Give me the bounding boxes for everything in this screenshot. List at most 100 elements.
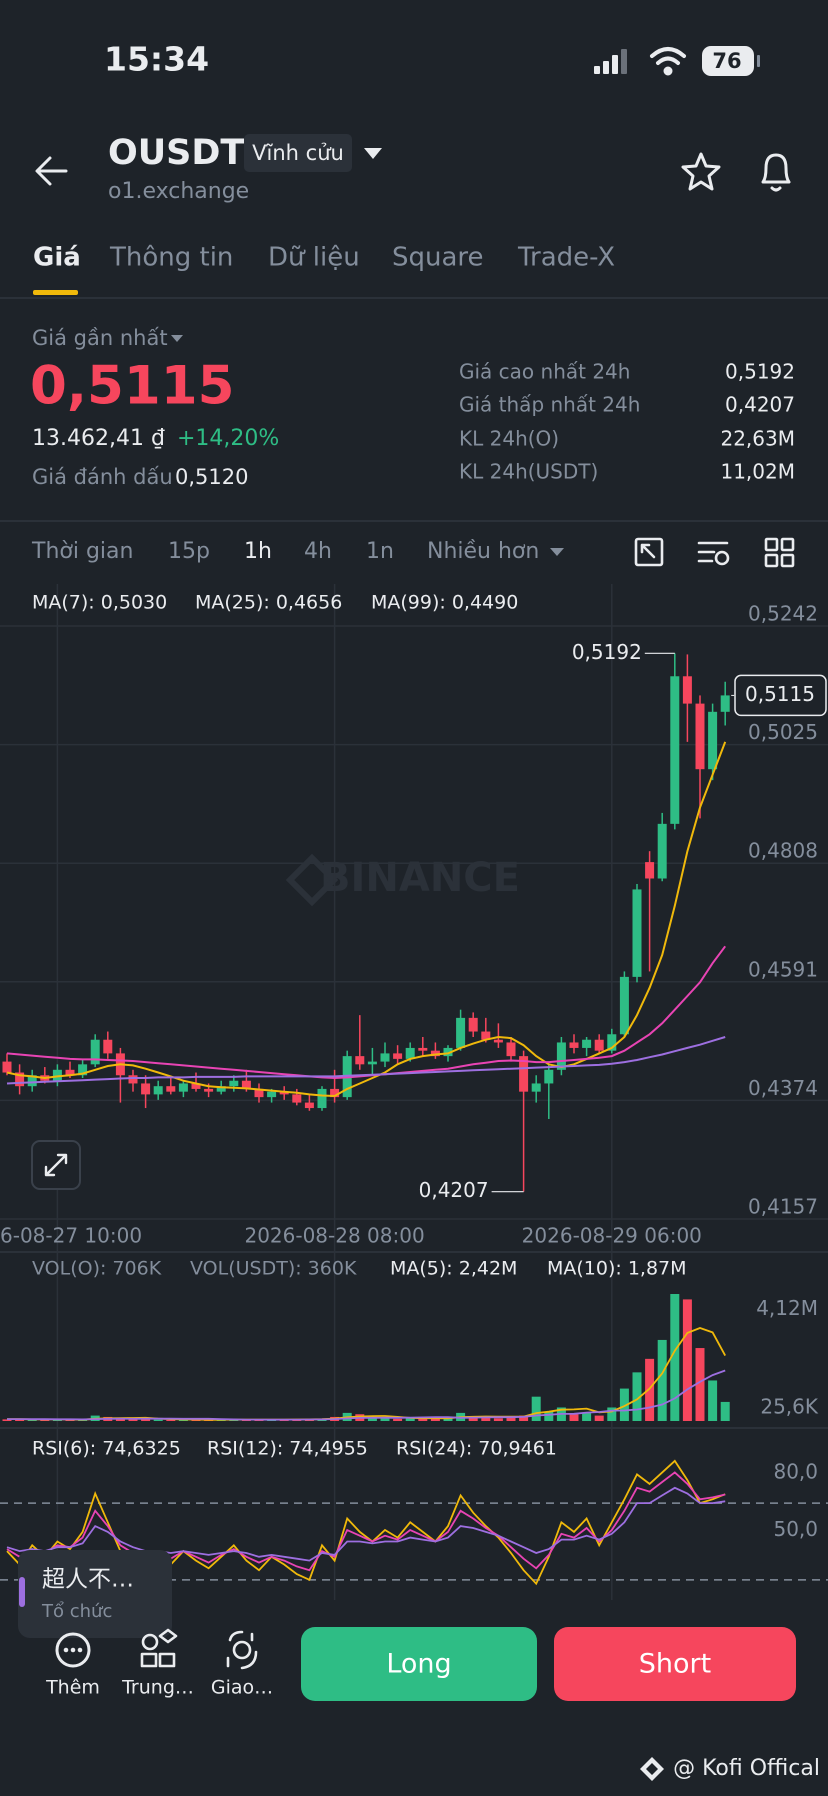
candle-body (657, 823, 667, 879)
mark-price-label: Giá đánh dấu (32, 465, 173, 489)
candle-body (128, 1075, 138, 1084)
volume-bar (594, 1415, 604, 1421)
candle-body (506, 1042, 516, 1057)
candle-body (645, 862, 655, 879)
volume-bar (645, 1358, 655, 1421)
volume-bar (493, 1418, 503, 1421)
short-button[interactable] (554, 1627, 796, 1701)
volume-bar (531, 1396, 541, 1421)
candle-body (229, 1080, 239, 1087)
back-button[interactable] (35, 156, 68, 186)
fullscreen-icon[interactable] (44, 1153, 68, 1177)
volume-bar (40, 1419, 50, 1421)
candle-body (456, 1017, 466, 1048)
volume-bar (115, 1418, 125, 1421)
ma-legend: MA(7): 0,5030 (32, 592, 167, 614)
candle-body (166, 1086, 176, 1092)
interval[interactable]: Nhiều hơn (427, 539, 539, 564)
caret[interactable] (171, 335, 183, 342)
chart-tool-icons[interactable] (634, 537, 795, 568)
toast-subtitle: Tổ chức (41, 1601, 112, 1622)
volume-bar (468, 1416, 478, 1421)
volume-bar (582, 1412, 592, 1421)
candle-body (90, 1039, 100, 1065)
interval[interactable]: 15p (168, 539, 210, 564)
candle-body (582, 1039, 592, 1048)
volume-tick-label: 25,6K (760, 1395, 819, 1419)
volume-bar (506, 1416, 516, 1421)
x-tick-label: 2026-08-29 06:00 (522, 1224, 702, 1248)
trade-icon[interactable] (226, 1630, 258, 1670)
annotation-label: 0,4207 (419, 1178, 489, 1202)
tab[interactable]: Dữ liệu (268, 243, 360, 273)
long-label[interactable]: Long (386, 1649, 451, 1680)
y-tick-label: 0,4374 (748, 1076, 818, 1100)
candle-body (493, 1039, 503, 1043)
candle-body (153, 1086, 163, 1095)
rsi-legend: RSI(6): 74,6325 (32, 1438, 181, 1460)
nav-label[interactable]: Trung… (121, 1677, 194, 1699)
volume-bar (607, 1407, 617, 1421)
tab[interactable]: Trade-X (517, 243, 615, 273)
nav-label[interactable]: Thêm (45, 1677, 100, 1699)
rsi-legend: RSI(24): 70,9461 (396, 1438, 557, 1460)
watermark-logo (640, 1757, 664, 1781)
volume-bar (708, 1380, 718, 1421)
center-icon[interactable] (140, 1628, 178, 1668)
stat-label: KL 24h(USDT) (459, 460, 598, 484)
volume-bar (166, 1419, 176, 1421)
candle-body (607, 1034, 617, 1051)
long-button[interactable] (301, 1627, 537, 1701)
candle-body (443, 1047, 453, 1057)
interval[interactable]: 4h (304, 539, 332, 564)
candle-body (216, 1086, 226, 1092)
volume-bar (682, 1299, 692, 1421)
short-label[interactable]: Short (639, 1649, 711, 1680)
candle-body (267, 1091, 277, 1098)
volume-ma-legend: MA(10): 1,87M (547, 1258, 687, 1280)
volume-bar (657, 1339, 667, 1421)
favorite-button[interactable] (681, 152, 721, 191)
badge-bg[interactable] (244, 134, 352, 172)
candle-body (254, 1088, 264, 1098)
tab-indicator (33, 290, 78, 295)
x-tick-label: 6-08-27 10:00 (0, 1224, 142, 1248)
x-tick-label: 2026-08-28 08:00 (244, 1224, 424, 1248)
interval[interactable]: 1n (366, 539, 394, 564)
candle-body (405, 1047, 415, 1059)
stat-label: Giá thấp nhất 24h (459, 393, 640, 417)
stat-value: 22,63M (720, 427, 795, 451)
toast-title[interactable]: 超人不… (42, 1567, 134, 1593)
y-tick-label: 0,4591 (748, 957, 818, 981)
more-dots[interactable] (63, 1647, 83, 1653)
status-time: 15:34 (104, 40, 209, 79)
nav-label[interactable]: Giao… (211, 1677, 273, 1699)
divider (0, 297, 828, 299)
tab[interactable]: Square (392, 243, 484, 273)
volume-bar (632, 1372, 642, 1421)
ma-legend: MA(99): 0,4490 (371, 592, 518, 614)
alert-button[interactable] (761, 153, 791, 192)
candle-body (594, 1039, 604, 1051)
candle-body (418, 1047, 428, 1051)
tab[interactable]: Thông tin (109, 243, 233, 273)
toast[interactable] (18, 1550, 172, 1638)
candle-body (468, 1017, 478, 1032)
tab[interactable]: Giá (33, 243, 81, 273)
candle-body (241, 1080, 251, 1089)
caret[interactable] (550, 548, 564, 556)
interval[interactable]: 1h (244, 539, 272, 564)
last-price-label[interactable]: Giá gần nhất (32, 326, 168, 350)
contract-badge[interactable]: Vĩnh cửu (252, 141, 344, 165)
interval[interactable]: Thời gian (31, 539, 133, 564)
more-icon[interactable] (55, 1632, 91, 1668)
stat-value: 11,02M (720, 460, 795, 484)
indicator-line (6, 1486, 726, 1562)
indicator-line (7, 1369, 726, 1421)
chart-logo: BINANCE (320, 855, 520, 901)
volume-bar (141, 1418, 151, 1421)
candle-body (304, 1102, 314, 1109)
badge-caret[interactable] (364, 148, 382, 159)
candle-body (632, 889, 642, 977)
